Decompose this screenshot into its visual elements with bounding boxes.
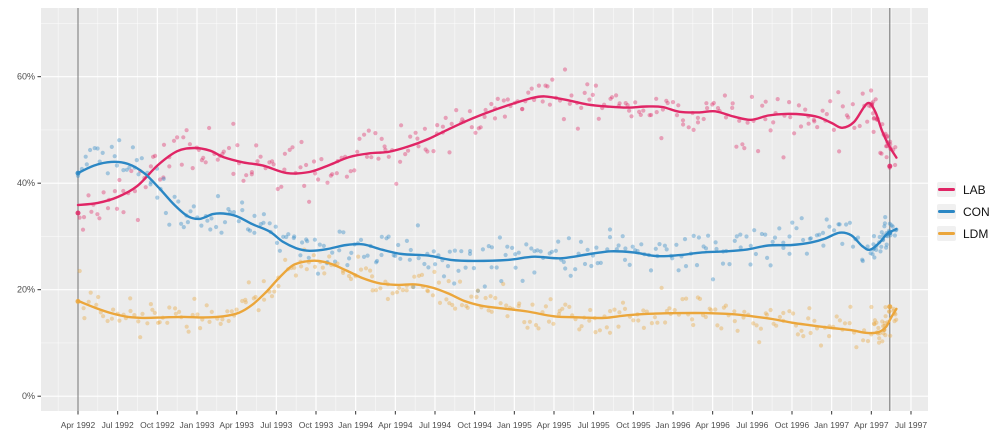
- x-axis-tick-label: Jan 1994: [338, 420, 373, 430]
- y-axis-tick-label: 0%: [22, 391, 35, 401]
- legend-label-con: CON: [963, 204, 990, 219]
- x-axis-tick-label: Jan 1996: [655, 420, 690, 430]
- legend-item-con: CON: [937, 203, 990, 220]
- election-result-point-lab: [75, 210, 81, 216]
- x-axis-tick-label: Jan 1997: [814, 420, 849, 430]
- election-result-point-lab: [887, 163, 893, 169]
- y-axis-tick-label: 20%: [17, 285, 35, 295]
- x-axis-tick-label: Oct 1993: [299, 420, 334, 430]
- x-axis-tick-label: Jul 1993: [260, 420, 292, 430]
- scatter-points-con: [75, 138, 899, 293]
- x-axis-tick-label: Oct 1992: [140, 420, 175, 430]
- x-axis-tick-label: Oct 1996: [775, 420, 810, 430]
- x-axis-tick-label: Oct 1994: [457, 420, 492, 430]
- legend-item-ldm: LDM: [937, 225, 990, 242]
- x-axis-tick-label: Apr 1996: [695, 420, 730, 430]
- x-axis-tick-label: Jul 1994: [419, 420, 451, 430]
- x-axis-tick-label: Oct 1995: [616, 420, 651, 430]
- election-result-point-ldm: [887, 304, 893, 310]
- gridlines: [41, 8, 928, 411]
- x-axis-tick-label: Apr 1997: [854, 420, 889, 430]
- x-axis-tick-label: Jan 1995: [497, 420, 532, 430]
- y-axis-tick-label: 60%: [17, 72, 35, 82]
- x-axis-tick-label: Jul 1992: [102, 420, 134, 430]
- x-axis-tick-label: Jul 1995: [578, 420, 610, 430]
- x-axis-tick-label: Apr 1992: [61, 420, 96, 430]
- con-line-key-icon: [937, 204, 956, 219]
- lab-line-key-icon: [937, 182, 956, 197]
- plot-panel: [41, 8, 928, 411]
- ldm-line-key-icon: [937, 226, 956, 241]
- x-axis-tick-label: Apr 1995: [537, 420, 572, 430]
- x-axis-tick-label: Apr 1994: [378, 420, 413, 430]
- x-axis-tick-label: Jan 1993: [180, 420, 215, 430]
- x-axis-tick-label: Apr 1993: [219, 420, 254, 430]
- axes: 0% 20% 40% 60% Apr 1992 Jul 1992 Oct 1992 Jan 1…: [17, 72, 927, 430]
- x-axis-tick-label: Jul 1997: [895, 420, 927, 430]
- legend: LAB CON LDM: [937, 181, 990, 242]
- x-axis-tick-label: Jul 1996: [736, 420, 768, 430]
- smooth-line-ldm: [76, 259, 898, 335]
- legend-label-ldm: LDM: [963, 226, 989, 241]
- legend-item-lab: LAB: [937, 181, 990, 198]
- smooth-line-lab: [76, 95, 898, 207]
- smooth-line-con: [76, 160, 898, 263]
- legend-label-lab: LAB: [963, 182, 986, 197]
- y-axis-tick-label: 40%: [17, 178, 35, 188]
